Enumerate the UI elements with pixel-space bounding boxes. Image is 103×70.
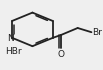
Text: Br: Br — [92, 28, 102, 37]
Text: HBr: HBr — [5, 47, 22, 56]
Text: O: O — [57, 50, 64, 59]
Text: N: N — [7, 34, 14, 43]
